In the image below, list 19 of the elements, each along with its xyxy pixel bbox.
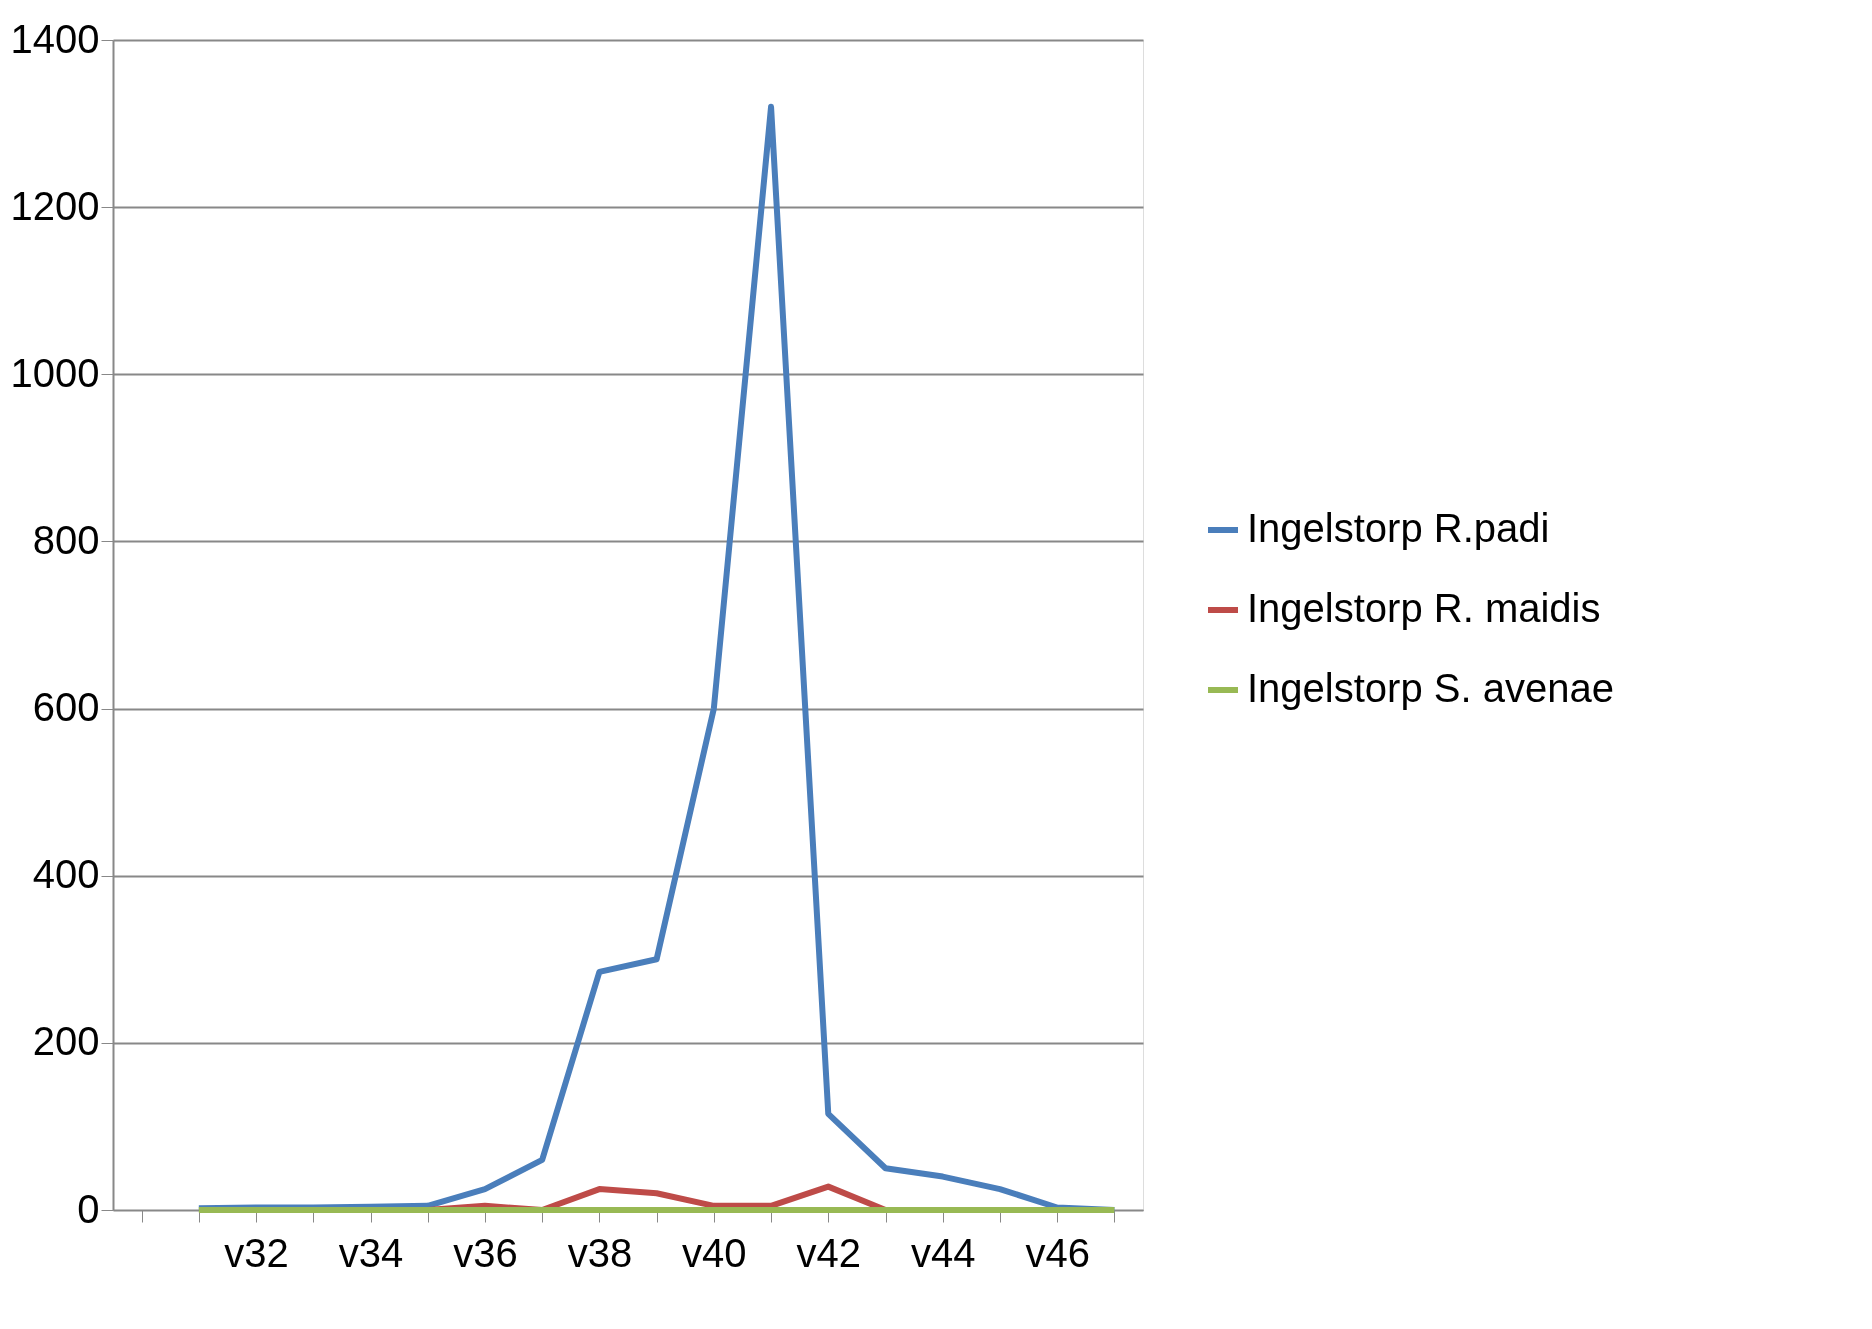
legend-label: Ingelstorp R. maidis <box>1247 586 1601 630</box>
y-tick-label: 800 <box>32 517 100 562</box>
x-tick-label: v36 <box>453 1230 518 1275</box>
x-tick-label: v32 <box>224 1230 289 1275</box>
y-tick-label: 600 <box>32 685 100 730</box>
x-tick-label: v34 <box>338 1230 404 1275</box>
y-tick-label: 0 <box>77 1186 100 1231</box>
y-tick-label: 1400 <box>10 16 100 61</box>
legend-label: Ingelstorp S. avenae <box>1247 666 1614 710</box>
x-tick-label: v40 <box>682 1230 747 1275</box>
x-tick-label: v44 <box>910 1230 976 1275</box>
y-tick-label: 1200 <box>10 183 100 228</box>
y-tick-label: 1000 <box>10 350 100 395</box>
x-tick-label: v42 <box>796 1230 862 1275</box>
x-tick-label: v38 <box>567 1230 633 1275</box>
legend-label: Ingelstorp R.padi <box>1247 506 1550 550</box>
x-tick-label: v46 <box>1025 1230 1090 1275</box>
y-tick-label: 400 <box>32 852 100 897</box>
y-tick-label: 200 <box>32 1019 100 1064</box>
